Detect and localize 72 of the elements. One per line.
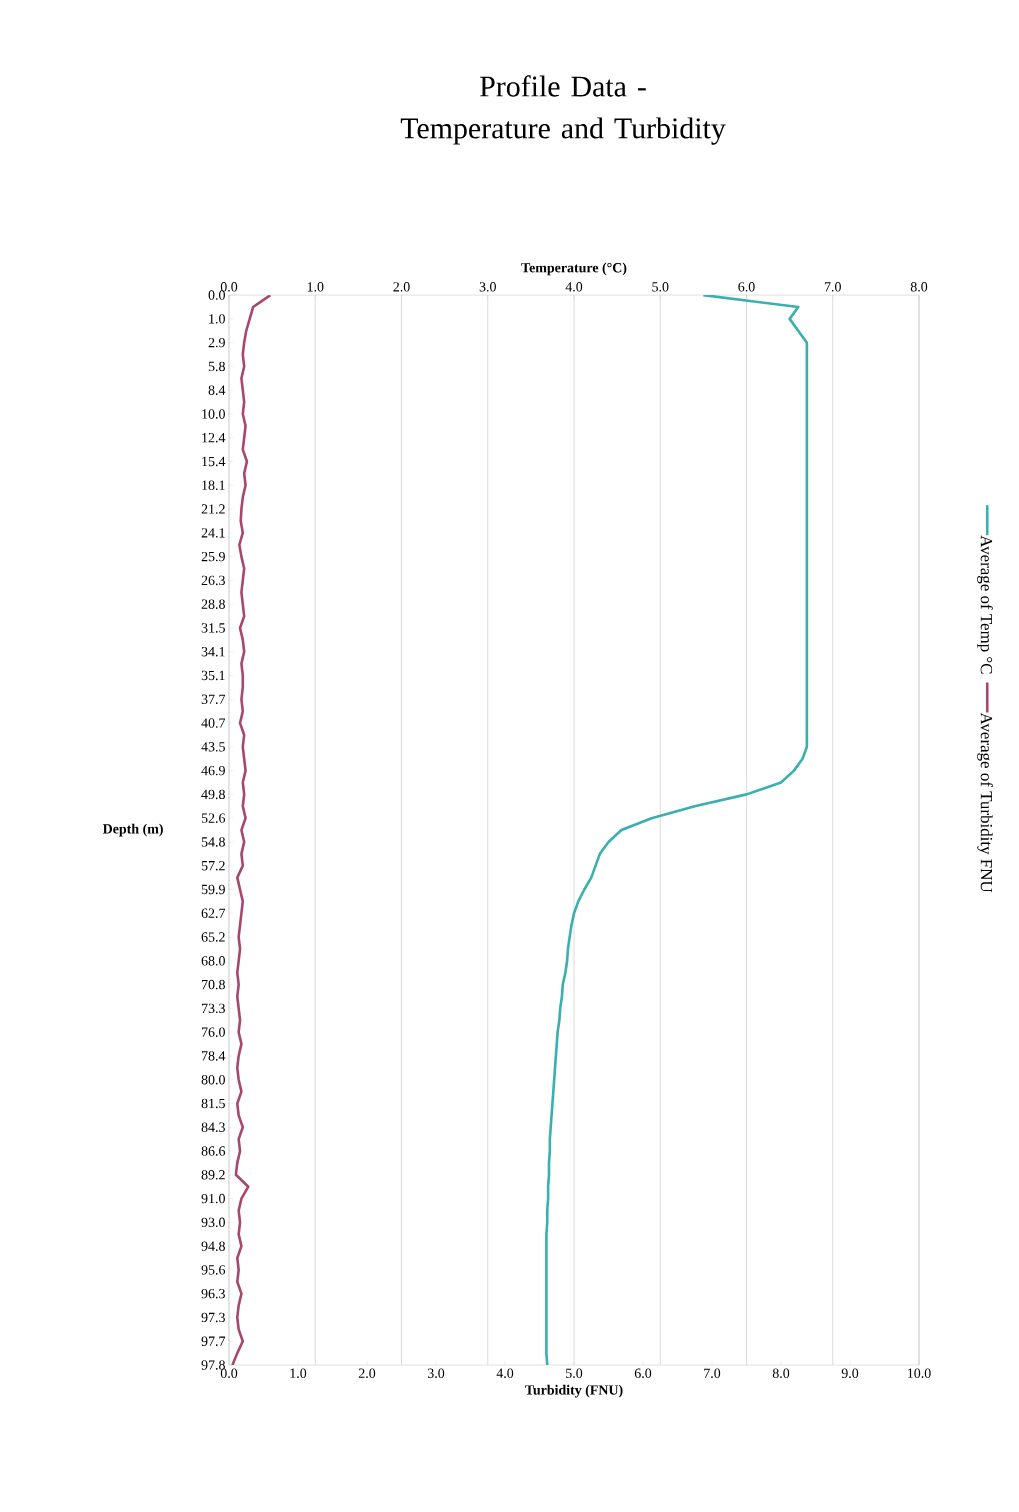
y-tick-label: 62.7: [201, 908, 226, 918]
y-tick-label: 59.9: [201, 884, 225, 895]
y-tick-label: 97.7: [201, 1336, 226, 1346]
y-tick-label: 73.3: [201, 1003, 225, 1014]
chart-title: Profile Data - Temperature and Turbidity: [400, 75, 726, 145]
x2-tick-label: 1.0: [307, 282, 324, 292]
x2-tick-label: 2.0: [393, 282, 410, 292]
x-axis-title: Turbidity (FNU): [525, 1384, 623, 1398]
y-tick-label: 78.4: [201, 1051, 226, 1061]
x2-tick-label: 3.0: [479, 282, 496, 292]
y-tick-label: 43.5: [201, 742, 225, 752]
y-tick-label: 86.6: [201, 1146, 226, 1156]
y-tick-label: 21.2: [201, 504, 225, 514]
x2-tick-label: 0.0: [220, 282, 238, 292]
y-tick-label: 10.0: [202, 409, 225, 419]
y-tick-label: 97.8: [201, 1360, 225, 1370]
y-tick-label: 70.8: [201, 979, 225, 990]
legend-label: Average of Turbidity FNU: [977, 712, 993, 893]
x-tick-label: 0.0: [220, 1368, 238, 1379]
y-tick-label: 24.1: [201, 528, 225, 538]
x-tick-label: 2.0: [358, 1368, 376, 1379]
y-tick-label: 40.7: [201, 718, 226, 728]
y-tick-label: 18.1: [202, 480, 225, 491]
y-tick-label: 91.0: [201, 1193, 225, 1204]
y-tick-label: 76.0: [201, 1027, 225, 1037]
y-tick-label: 81.5: [201, 1098, 225, 1109]
x-tick-label: 8.0: [772, 1368, 790, 1379]
y-axis-title: Depth (m): [102, 823, 163, 837]
y-tick-label: 89.2: [201, 1170, 225, 1180]
y-tick-label: 35.1: [201, 670, 225, 681]
y-tick-label: 26.3: [201, 575, 225, 586]
y-tick-label: 97.3: [201, 1312, 225, 1323]
y-tick-label: 0.0: [208, 290, 225, 300]
y-tick-label: 28.8: [201, 599, 225, 609]
x2-tick-label: 4.0: [565, 282, 583, 292]
y-tick-label: 5.8: [208, 361, 225, 372]
y-tick-label: 2.9: [208, 337, 225, 348]
y-tick-label: 49.8: [201, 789, 225, 800]
x2-axis-title: Temperature (°C): [521, 262, 627, 276]
x-tick-label: 10.0: [908, 1368, 931, 1379]
x-tick-label: 9.0: [841, 1368, 859, 1379]
y-tick-label: 54.8: [201, 837, 225, 847]
y-tick-label: 84.3: [201, 1122, 225, 1132]
x-tick-label: 7.0: [704, 1368, 721, 1379]
y-tick-label: 93.0: [201, 1217, 225, 1228]
y-tick-label: 68.0: [201, 956, 225, 966]
y-tick-label: 12.4: [202, 433, 226, 443]
y-tick-label: 52.6: [201, 813, 226, 823]
y-tick-label: 65.2: [201, 932, 225, 942]
legend-label: Average of Temp °C: [977, 535, 993, 674]
y-tick-label: 37.7: [201, 694, 226, 705]
x-tick-label: 1.0: [290, 1368, 307, 1379]
x-tick-label: 4.0: [496, 1368, 514, 1379]
y-tick-label: 46.9: [201, 765, 225, 776]
y-tick-label: 57.2: [201, 861, 225, 871]
x-tick-label: 3.0: [427, 1368, 445, 1379]
y-tick-label: 34.1: [201, 647, 225, 657]
y-tick-label: 15.4: [202, 456, 226, 467]
y-tick-label: 80.0: [201, 1074, 225, 1085]
y-tick-label: 31.5: [201, 623, 225, 633]
x2-tick-label: 6.0: [738, 282, 755, 292]
y-tick-label: 95.6: [201, 1265, 226, 1275]
x-tick-label: 6.0: [634, 1368, 652, 1379]
x-tick-label: 5.0: [566, 1368, 583, 1379]
y-tick-label: 8.4: [208, 385, 226, 395]
x2-tick-label: 8.0: [910, 282, 928, 292]
y-tick-label: 25.9: [201, 551, 225, 562]
x2-tick-label: 5.0: [652, 282, 669, 292]
x2-tick-label: 7.0: [824, 282, 841, 292]
y-tick-label: 94.8: [201, 1241, 225, 1251]
y-tick-label: 1.0: [209, 314, 225, 324]
y-tick-label: 96.3: [201, 1288, 225, 1299]
